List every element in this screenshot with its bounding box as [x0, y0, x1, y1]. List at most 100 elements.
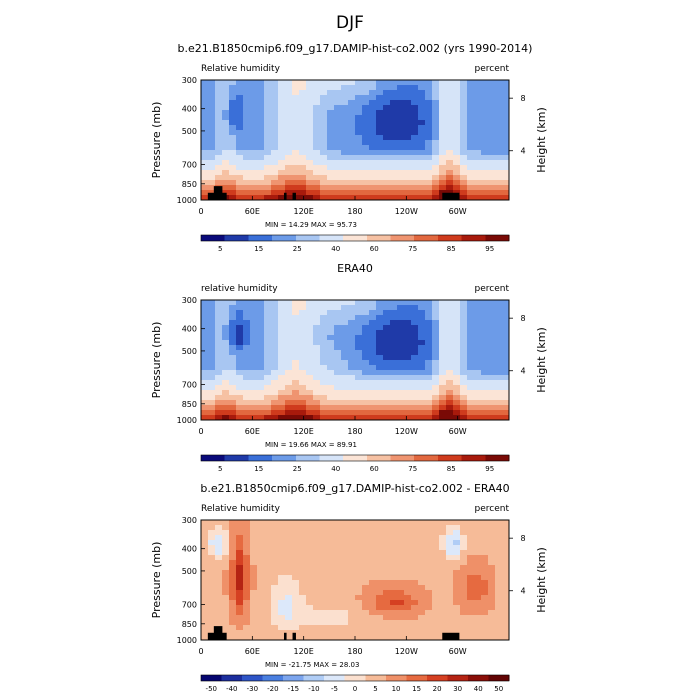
- field-cell: [495, 360, 503, 366]
- field-cell: [362, 375, 370, 381]
- field-cell: [278, 345, 286, 351]
- field-cell: [264, 350, 272, 356]
- field-cell: [264, 570, 272, 576]
- field-cell: [474, 385, 482, 391]
- field-cell: [390, 325, 398, 331]
- field-cell: [355, 150, 363, 156]
- field-cell: [278, 545, 286, 551]
- field-cell: [460, 115, 468, 121]
- field-cell: [257, 530, 265, 536]
- field-cell: [348, 555, 356, 561]
- field-cell: [425, 80, 433, 86]
- field-cell: [369, 160, 377, 166]
- field-cell: [383, 415, 391, 421]
- field-cell: [236, 305, 244, 311]
- field-cell: [348, 315, 356, 321]
- field-cell: [439, 175, 447, 181]
- field-cell: [404, 105, 412, 111]
- field-cell: [348, 185, 356, 191]
- field-cell: [278, 400, 286, 406]
- field-cell: [460, 575, 468, 581]
- field-cell: [313, 520, 321, 526]
- field-cell: [201, 545, 209, 551]
- field-cell: [495, 350, 503, 356]
- field-cell: [334, 375, 342, 381]
- field-cell: [278, 370, 286, 376]
- field-cell: [362, 580, 370, 586]
- field-cell: [481, 175, 489, 181]
- field-cell: [404, 395, 412, 401]
- field-cell: [355, 130, 363, 136]
- field-cell: [488, 410, 496, 416]
- field-cell: [292, 625, 300, 631]
- field-cell: [467, 385, 475, 391]
- field-cell: [208, 140, 216, 146]
- field-cell: [404, 540, 412, 546]
- field-cell: [348, 160, 356, 166]
- field-cell: [208, 90, 216, 96]
- field-cell: [397, 580, 405, 586]
- field-cell: [397, 170, 405, 176]
- field-cell: [474, 95, 482, 101]
- y-tick-label: 300: [182, 296, 197, 305]
- field-cell: [446, 560, 454, 566]
- field-cell: [285, 590, 293, 596]
- field-cell: [425, 175, 433, 181]
- field-cell: [495, 590, 503, 596]
- field-cell: [432, 605, 440, 611]
- field-cell: [502, 565, 510, 571]
- field-cell: [334, 155, 342, 161]
- field-cell: [278, 360, 286, 366]
- field-cell: [320, 315, 328, 321]
- field-cell: [299, 400, 307, 406]
- field-cell: [474, 565, 482, 571]
- field-cell: [495, 130, 503, 136]
- field-cell: [278, 125, 286, 131]
- field-cell: [292, 175, 300, 181]
- field-cell: [215, 80, 223, 86]
- field-cell: [481, 160, 489, 166]
- field-cell: [467, 310, 475, 316]
- field-cell: [488, 160, 496, 166]
- field-cell: [222, 590, 230, 596]
- field-cell: [425, 620, 433, 626]
- field-cell: [222, 300, 230, 306]
- field-cell: [467, 635, 475, 641]
- field-cell: [313, 600, 321, 606]
- field-cell: [369, 320, 377, 326]
- field-cell: [348, 100, 356, 106]
- field-cell: [292, 335, 300, 341]
- field-cell: [201, 305, 209, 311]
- field-cell: [432, 190, 440, 196]
- field-cell: [446, 335, 454, 341]
- field-cell: [418, 330, 426, 336]
- field-cell: [383, 345, 391, 351]
- field-cell: [243, 385, 251, 391]
- field-cell: [243, 350, 251, 356]
- field-cell: [271, 535, 279, 541]
- field-cell: [369, 615, 377, 621]
- field-cell: [320, 605, 328, 611]
- field-cell: [257, 345, 265, 351]
- field-cell: [222, 555, 230, 561]
- field-cell: [460, 100, 468, 106]
- field-cell: [502, 545, 510, 551]
- field-cell: [215, 615, 223, 621]
- field-cell: [285, 415, 293, 421]
- field-cell: [341, 145, 349, 151]
- field-cell: [481, 360, 489, 366]
- field-cell: [278, 110, 286, 116]
- field-cell: [369, 570, 377, 576]
- field-cell: [327, 105, 335, 111]
- field-cell: [495, 555, 503, 561]
- field-cell: [201, 360, 209, 366]
- field-cell: [362, 415, 370, 421]
- field-cell: [411, 605, 419, 611]
- field-cell: [285, 635, 293, 641]
- field-cell: [383, 535, 391, 541]
- field-cell: [236, 95, 244, 101]
- field-cell: [439, 580, 447, 586]
- field-cell: [362, 575, 370, 581]
- colorbar-segment: [437, 235, 463, 241]
- field-cell: [243, 625, 251, 631]
